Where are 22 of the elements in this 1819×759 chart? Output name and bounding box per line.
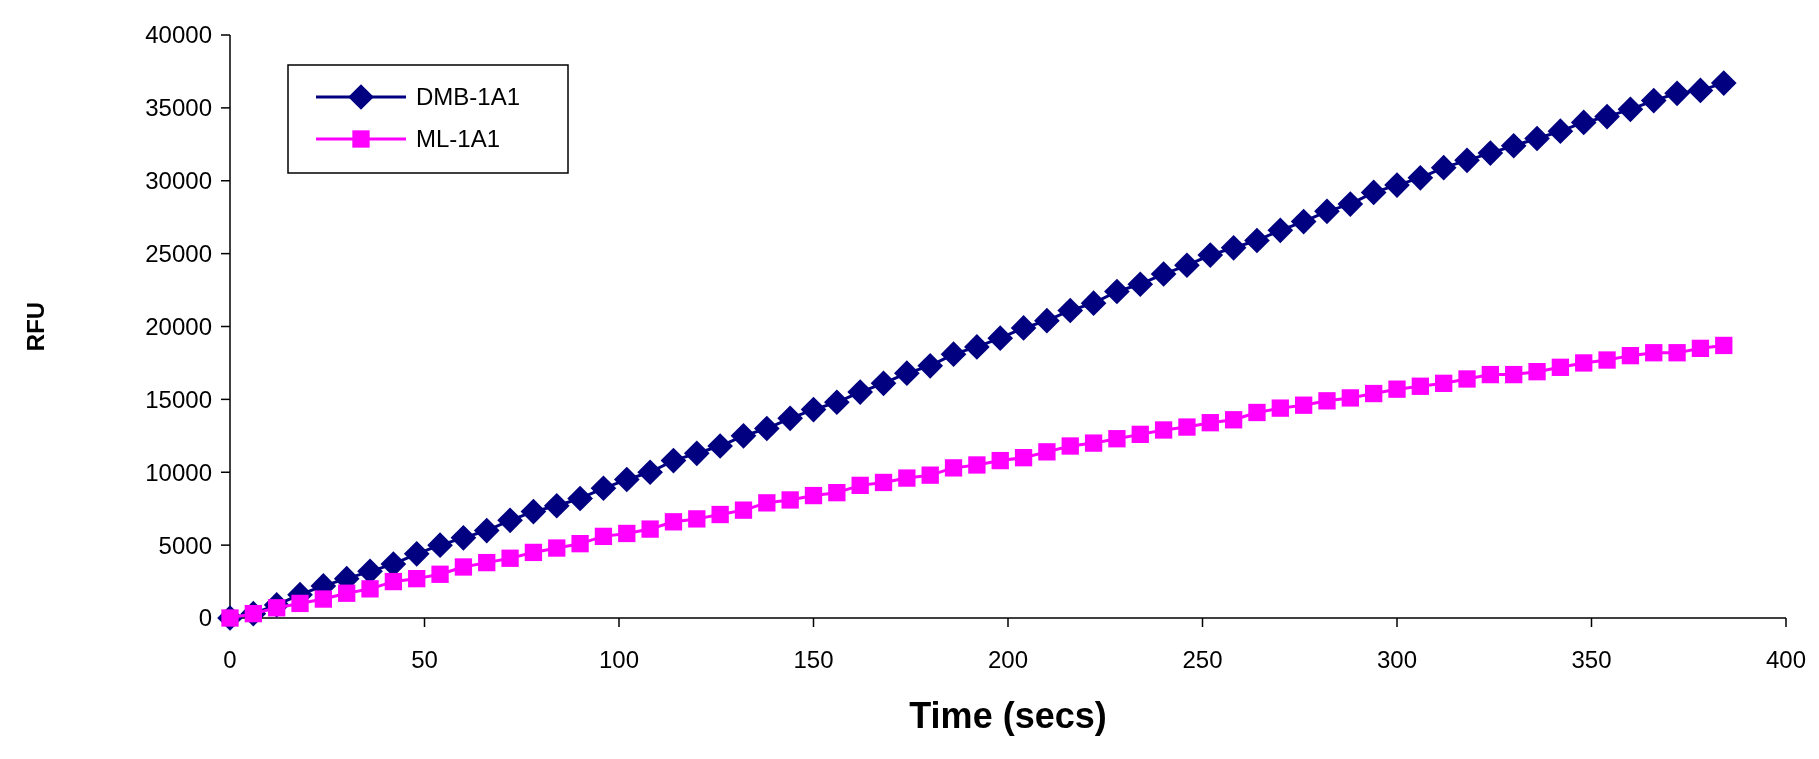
x-tick-label: 200	[987, 646, 1029, 673]
x-tick-label: 150	[793, 646, 834, 673]
legend-label: ML-1A1	[416, 125, 501, 153]
x-tick-label: 250	[1182, 646, 1223, 673]
y-tick-label: 30000	[145, 167, 212, 195]
legend-label: DMB-1A1	[416, 83, 521, 111]
y-tick-label: 25000	[145, 240, 212, 268]
y-tick-label: 5000	[158, 531, 212, 559]
x-tick-label: 50	[411, 646, 438, 673]
y-tick-label: 15000	[145, 385, 212, 413]
x-tick-label: 350	[1571, 646, 1612, 673]
y-tick-label: 10000	[145, 458, 212, 486]
y-tick-label: 20000	[145, 312, 212, 340]
y-axis-title: RFU	[22, 301, 49, 352]
x-tick-label: 0	[223, 646, 237, 673]
x-axis-title: Time (secs)	[909, 695, 1107, 736]
y-tick-label: 35000	[145, 94, 212, 122]
y-tick-label: 0	[198, 604, 212, 632]
x-tick-label: 300	[1376, 646, 1418, 673]
x-tick-label: 400	[1765, 646, 1807, 673]
y-tick-label: 40000	[145, 21, 212, 49]
x-tick-label: 100	[598, 646, 640, 673]
